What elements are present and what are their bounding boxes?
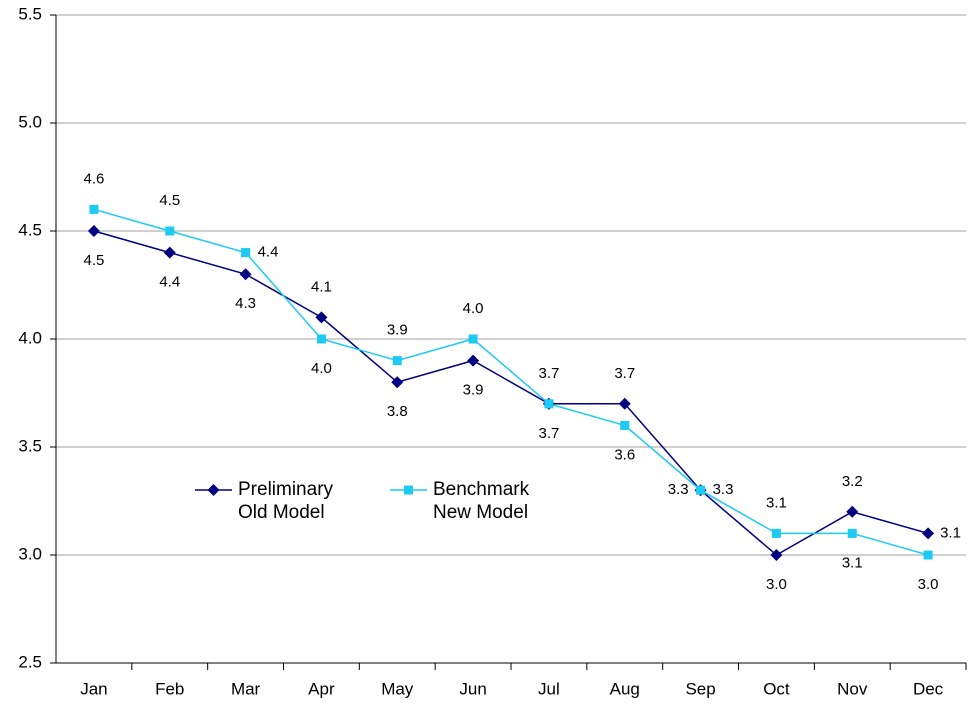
data-label: 4.4 [258, 244, 279, 261]
y-tick-label: 5.5 [18, 4, 42, 23]
marker [544, 399, 554, 409]
data-label: 3.3 [668, 481, 689, 498]
data-label: 3.1 [766, 494, 787, 511]
data-label: 3.2 [842, 473, 863, 490]
y-tick-label: 4.0 [18, 328, 42, 347]
x-tick-label: Jul [538, 679, 560, 698]
data-label: 4.0 [463, 300, 484, 317]
marker [696, 485, 706, 495]
marker [847, 528, 857, 538]
marker [207, 484, 220, 496]
data-label: 3.7 [614, 365, 635, 382]
marker [87, 225, 100, 237]
marker [241, 248, 251, 258]
data-label: 3.9 [463, 382, 484, 399]
legend-label: Preliminary Old Model [238, 479, 334, 523]
marker [89, 204, 99, 214]
marker [770, 549, 783, 561]
marker [620, 420, 630, 430]
x-tick-label: Oct [763, 679, 790, 698]
marker [239, 268, 252, 281]
x-tick-label: Apr [308, 679, 335, 698]
x-tick-label: Feb [155, 679, 184, 698]
data-label: 4.4 [159, 274, 180, 291]
marker [315, 311, 328, 324]
marker [467, 354, 480, 367]
x-tick-label: Aug [610, 679, 640, 698]
legend-label: Benchmark New Model [433, 479, 530, 523]
marker [404, 485, 413, 495]
y-tick-label: 4.5 [18, 220, 42, 239]
data-label: 4.3 [235, 295, 256, 312]
data-label: 3.1 [940, 524, 961, 541]
y-tick-label: 3.5 [18, 436, 42, 455]
data-label: 3.3 [713, 481, 734, 498]
y-tick-label: 5.0 [18, 112, 42, 131]
marker [391, 376, 404, 389]
x-tick-label: Dec [913, 679, 944, 698]
marker [922, 527, 935, 540]
x-tick-label: Mar [231, 679, 261, 698]
x-tick-label: Sep [685, 679, 715, 698]
data-label: 3.9 [387, 322, 408, 339]
data-label: 3.7 [538, 365, 559, 382]
data-label: 3.0 [766, 576, 787, 593]
marker [468, 334, 478, 344]
marker [771, 528, 781, 538]
y-tick-label: 2.5 [18, 652, 42, 671]
x-tick-label: Nov [837, 679, 868, 698]
data-label: 4.6 [83, 170, 104, 187]
data-label: 4.5 [159, 192, 180, 209]
series-line [93, 230, 929, 556]
marker [165, 226, 175, 236]
marker [923, 550, 933, 560]
data-label: 3.7 [538, 425, 559, 442]
marker [316, 334, 326, 344]
marker [163, 246, 176, 259]
data-label: 4.1 [311, 278, 332, 295]
x-tick-label: Jun [459, 679, 486, 698]
data-label: 4.5 [83, 252, 104, 269]
y-tick-label: 3.0 [18, 544, 42, 563]
x-tick-label: Jan [80, 679, 107, 698]
data-label: 3.0 [918, 576, 939, 593]
x-tick-label: May [381, 679, 414, 698]
data-label: 3.8 [387, 403, 408, 420]
data-label: 4.0 [311, 360, 332, 377]
marker [392, 356, 402, 366]
marker [846, 505, 859, 518]
marker [618, 397, 631, 410]
data-label: 3.1 [842, 554, 863, 571]
data-label: 3.6 [614, 446, 635, 463]
series-line [93, 208, 929, 556]
